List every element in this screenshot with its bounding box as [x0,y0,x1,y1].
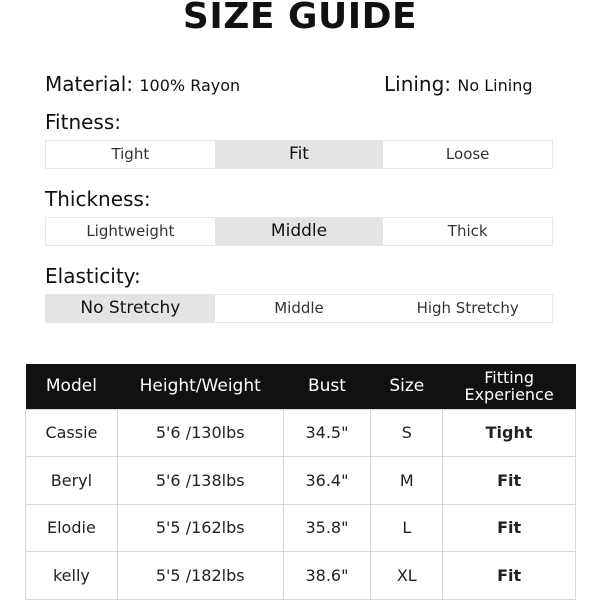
table-cell: 34.5" [282,408,372,457]
table-cell: XL [370,551,444,600]
page-title: SIZE GUIDE [182,0,418,37]
scale-option: Thick [447,222,488,240]
material-value: 100% Rayon [139,76,241,95]
column-header: Model [25,364,118,409]
table-cell: Beryl [25,456,118,505]
column-header: Fitting Experience [442,364,576,409]
table-row: kelly 5'5 /182lbs 38.6" XL Fit [25,551,576,600]
table-row: Elodie 5'5 /162lbs 35.8" L Fit [25,503,576,552]
table-cell: Fit [442,456,576,505]
column-header: Size [370,364,443,409]
table-cell: M [370,456,444,505]
column-header: Height/Weight [117,364,284,409]
table-cell: Cassie [25,408,118,457]
table-cell: Fit [442,551,576,600]
table-cell: 36.4" [282,456,372,505]
table-cell: 5'5 /182lbs [116,551,284,600]
table-cell: 35.8" [282,503,372,552]
scale-label: Fitness: [45,110,122,134]
scale-option: Middle [274,299,324,317]
table-cell: Fit [442,503,576,552]
table-cell: Elodie [25,503,118,552]
column-header: Bust [283,364,371,409]
table-cell: kelly [25,551,118,600]
material: Material: 100% Rayon [45,72,240,96]
scale-bar: Tight Fit Loose [45,140,553,169]
lining: Lining: No Lining [384,72,533,96]
scale-option: Lightweight [86,222,175,240]
lining-label: Lining: [384,72,452,96]
table-row: Beryl 5'6 /138lbs 36.4" M Fit [25,456,576,505]
scale-option: Loose [445,145,490,163]
scale-option: Tight [111,145,150,163]
table-row: Cassie 5'6 /130lbs 34.5" S Tight [25,408,576,457]
table-cell: 38.6" [282,551,372,600]
scale-option: High Stretchy [416,299,519,317]
scale-label: Elasticity: [45,264,141,288]
table-cell: L [370,503,444,552]
material-label: Material: [45,72,133,96]
table-cell: 5'5 /162lbs [116,503,284,552]
scale-option: No Stretchy [46,295,215,322]
table-cell: Tight [442,408,576,457]
scale-bar: No Stretchy Middle High Stretchy [45,294,553,323]
scale-option: Fit [214,141,384,168]
lining-value: No Lining [457,76,533,95]
table-cell: S [370,408,444,457]
scale-label: Thickness: [45,187,151,211]
model-size-table: Model Height/Weight Bust Size Fitting Experi… [25,364,576,600]
table-cell: 5'6 /138lbs [116,456,284,505]
scale-option: Middle [214,218,384,245]
scale-bar: Lightweight Middle Thick [45,217,553,246]
table-cell: 5'6 /130lbs [116,408,284,457]
